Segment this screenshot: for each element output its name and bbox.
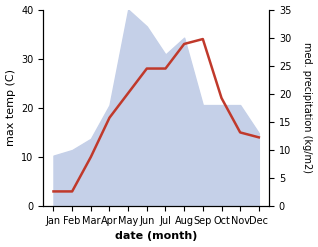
Y-axis label: max temp (C): max temp (C) xyxy=(5,69,16,146)
X-axis label: date (month): date (month) xyxy=(115,231,197,242)
Y-axis label: med. precipitation (kg/m2): med. precipitation (kg/m2) xyxy=(302,42,313,173)
